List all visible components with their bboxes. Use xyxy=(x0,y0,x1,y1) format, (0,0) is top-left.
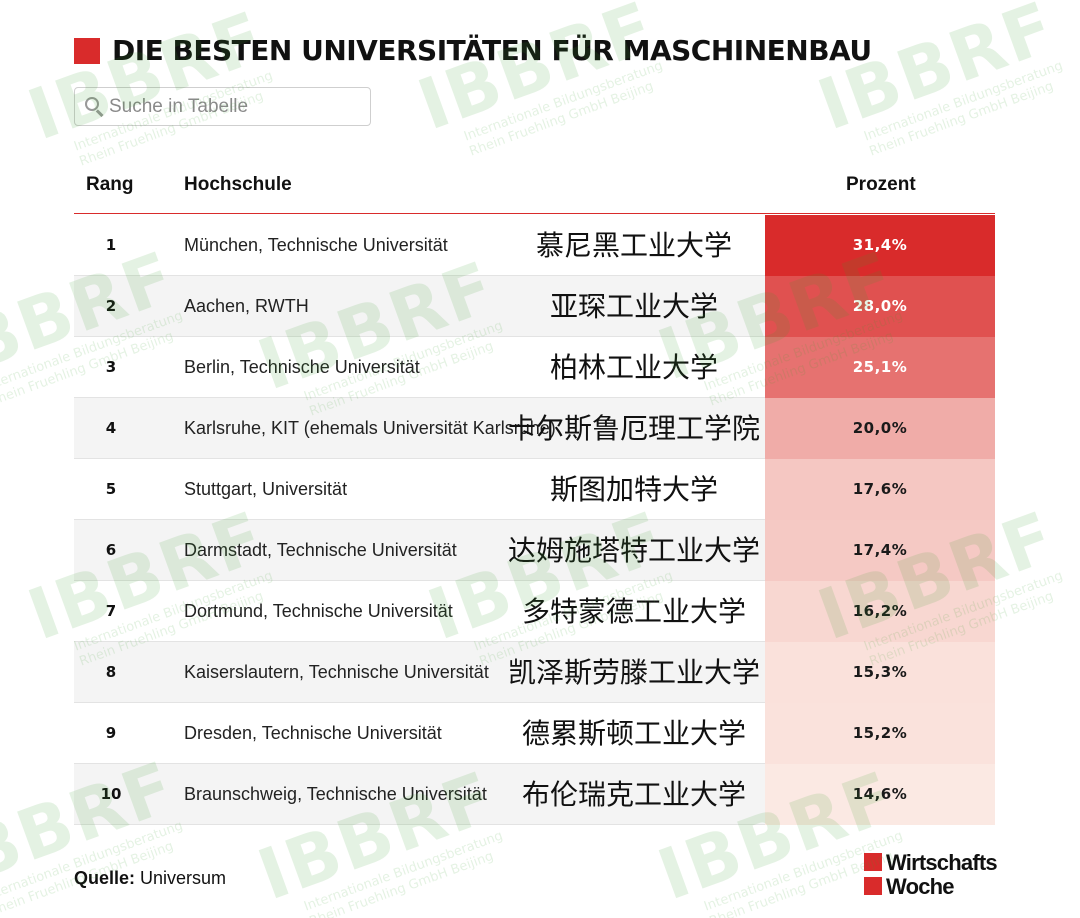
table-row: 1 München, Technische Universität 慕尼黑工业大… xyxy=(74,215,995,276)
search-box[interactable] xyxy=(74,87,371,126)
university-name-chinese: 亚琛工业大学 xyxy=(549,290,718,323)
rank-cell: 5 xyxy=(105,480,117,498)
rank-cell: 2 xyxy=(105,297,117,315)
table-row: 9 Dresden, Technische Universität 德累斯顿工业… xyxy=(74,703,995,764)
university-name: Dortmund, Technische Universität xyxy=(184,601,453,621)
rank-cell: 10 xyxy=(100,785,122,803)
university-name: Berlin, Technische Universität xyxy=(184,357,420,377)
percent-cell: 25,1% xyxy=(765,337,995,398)
percent-cell: 16,2% xyxy=(765,581,995,642)
source-value: Universum xyxy=(140,868,227,888)
title-accent-square xyxy=(74,37,100,64)
university-name-chinese: 布伦瑞克工业大学 xyxy=(521,778,746,811)
search-icon xyxy=(83,96,105,118)
rank-cell: 9 xyxy=(105,724,117,742)
table-row: 10 Braunschweig, Technische Universität … xyxy=(74,764,995,825)
percent-cell: 28,0% xyxy=(765,276,995,337)
column-header-hochschule[interactable]: Hochschule xyxy=(184,174,292,195)
rank-cell: 1 xyxy=(105,236,117,254)
table-row: 7 Dortmund, Technische Universität 多特蒙德工… xyxy=(74,581,995,642)
logo-square-icon xyxy=(864,853,882,871)
university-name: Braunschweig, Technische Universität xyxy=(184,784,487,804)
table-row: 5 Stuttgart, Universität 斯图加特大学 17,6% xyxy=(74,459,995,520)
percent-cell: 17,4% xyxy=(765,520,995,581)
university-name-chinese: 凯泽斯劳滕工业大学 xyxy=(507,656,760,689)
percent-cell: 15,2% xyxy=(765,703,995,764)
rank-cell: 8 xyxy=(105,663,117,681)
table-header: Rang Hochschule Prozent xyxy=(74,168,995,214)
university-name: Aachen, RWTH xyxy=(184,296,309,316)
percent-value: 17,4% xyxy=(852,541,908,559)
percent-cell: 17,6% xyxy=(765,459,995,520)
column-header-rang[interactable]: Rang xyxy=(86,174,134,195)
percent-cell: 14,6% xyxy=(765,764,995,825)
percent-cell: 15,3% xyxy=(765,642,995,703)
percent-value: 31,4% xyxy=(852,236,908,254)
column-header-prozent[interactable]: Prozent xyxy=(846,174,916,195)
logo-square-icon xyxy=(864,877,882,895)
university-name: Dresden, Technische Universität xyxy=(184,723,442,743)
university-name-chinese: 德累斯顿工业大学 xyxy=(521,717,746,750)
university-name: Karlsruhe, KIT (ehemals Universität Karl… xyxy=(184,418,556,438)
logo-line-2: Woche xyxy=(886,874,955,899)
table-row: 6 Darmstadt, Technische Universität 达姆施塔… xyxy=(74,520,995,581)
university-name: München, Technische Universität xyxy=(184,235,448,255)
title-row: DIE BESTEN UNIVERSITÄTEN FÜR MASCHINENBA… xyxy=(74,34,872,67)
percent-value: 15,3% xyxy=(852,663,908,681)
wirtschaftswoche-logo: Wirtschafts Woche xyxy=(864,852,999,900)
rank-cell: 7 xyxy=(105,602,117,620)
source-label: Quelle: xyxy=(74,868,136,888)
source-note: Quelle: Universum xyxy=(74,868,226,889)
university-name-chinese: 卡尔斯鲁厄理工学院 xyxy=(507,412,760,445)
page-title: DIE BESTEN UNIVERSITÄTEN FÜR MASCHINENBA… xyxy=(112,34,872,67)
search-input[interactable] xyxy=(109,95,349,118)
table-row: 4 Karlsruhe, KIT (ehemals Universität Ka… xyxy=(74,398,995,459)
university-name-chinese: 慕尼黑工业大学 xyxy=(535,229,732,262)
university-name-chinese: 达姆施塔特工业大学 xyxy=(507,534,760,567)
percent-value: 25,1% xyxy=(852,358,908,376)
table-row: 2 Aachen, RWTH 亚琛工业大学 28,0% xyxy=(74,276,995,337)
rank-cell: 4 xyxy=(105,419,117,437)
percent-value: 14,6% xyxy=(852,785,908,803)
percent-value: 17,6% xyxy=(852,480,908,498)
ranking-table: 1 München, Technische Universität 慕尼黑工业大… xyxy=(74,215,995,825)
percent-value: 16,2% xyxy=(852,602,908,620)
percent-value: 28,0% xyxy=(852,297,908,315)
percent-value: 15,2% xyxy=(852,724,908,742)
university-name: Stuttgart, Universität xyxy=(184,479,348,499)
university-name: Kaiserslautern, Technische Universität xyxy=(184,662,489,682)
university-name: Darmstadt, Technische Universität xyxy=(184,540,457,560)
percent-cell: 20,0% xyxy=(765,398,995,459)
rank-cell: 3 xyxy=(105,358,117,376)
university-name-chinese: 柏林工业大学 xyxy=(549,351,718,384)
table-row: 3 Berlin, Technische Universität 柏林工业大学 … xyxy=(74,337,995,398)
table-row: 8 Kaiserslautern, Technische Universität… xyxy=(74,642,995,703)
percent-cell: 31,4% xyxy=(765,215,995,276)
logo-line-1: Wirtschafts xyxy=(886,850,998,875)
percent-value: 20,0% xyxy=(852,419,908,437)
rank-cell: 6 xyxy=(105,541,117,559)
university-name-chinese: 斯图加特大学 xyxy=(549,473,718,506)
university-name-chinese: 多特蒙德工业大学 xyxy=(521,595,746,628)
